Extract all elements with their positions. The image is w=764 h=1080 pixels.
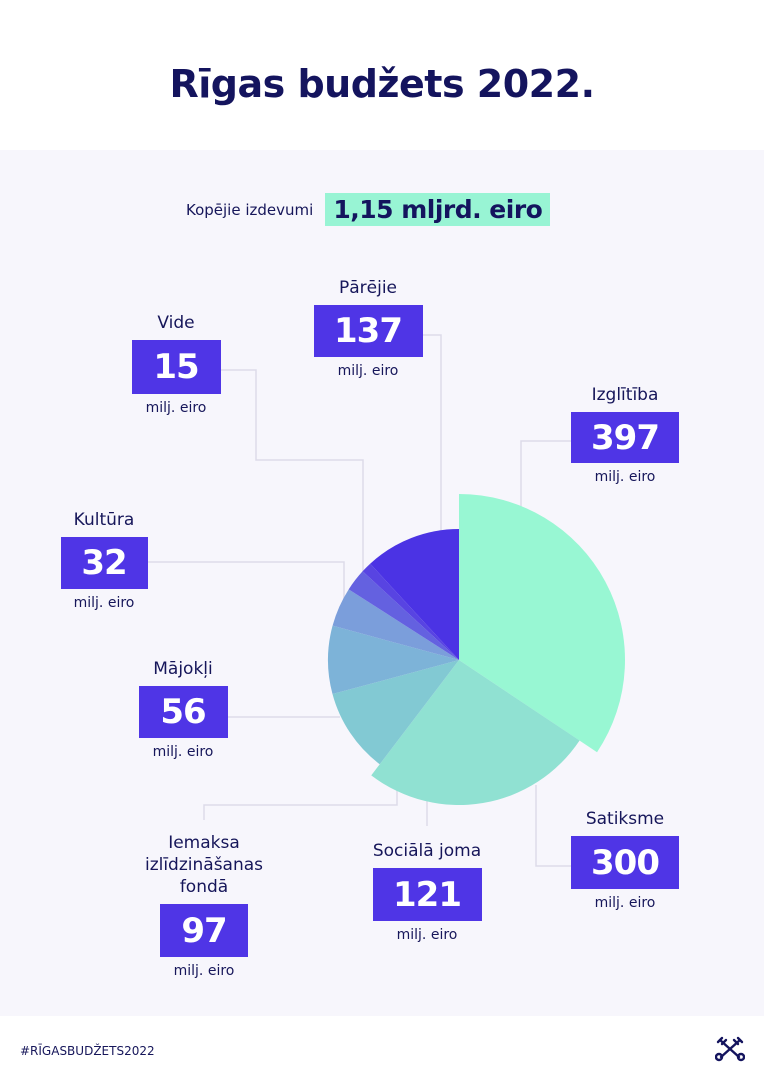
- leader-line-kultura: [147, 561, 345, 622]
- unit-label: milj. eiro: [152, 744, 214, 760]
- category-name: Satiksme: [585, 809, 665, 829]
- hashtag: #RĪGASBUDŽETS2022: [20, 1044, 155, 1058]
- category-satiksme: Satiksme 300 milj. eiro: [555, 808, 695, 911]
- pie-slice-vide: [362, 563, 459, 660]
- pie-slice-izglītība: [459, 494, 625, 753]
- value-box: 397: [571, 412, 679, 463]
- category-name: Sociālā joma: [372, 841, 482, 861]
- value-box: 121: [372, 868, 482, 921]
- category-iemaksa: Iemaksa izlīdzināšanas fondā 97 milj. ei…: [134, 832, 274, 979]
- pie-slice-iemaksa-izlīdzināšanas-fondā: [328, 625, 459, 694]
- leader-line-iemaksa: [203, 786, 398, 820]
- category-sociala-joma: Sociālā joma 121 milj. eiro: [352, 840, 502, 943]
- category-name: Pārējie: [338, 278, 398, 298]
- unit-label: milj. eiro: [173, 963, 235, 979]
- unit-label: milj. eiro: [594, 895, 656, 911]
- unit-label: milj. eiro: [594, 469, 656, 485]
- category-name: Mājokļi: [153, 659, 213, 679]
- category-name: Vide: [157, 313, 195, 333]
- category-name: Kultūra: [73, 510, 135, 530]
- category-kultura: Kultūra 32 milj. eiro: [44, 509, 164, 611]
- pie-slice-pārējie: [370, 529, 459, 660]
- category-vide: Vide 15 milj. eiro: [116, 312, 236, 416]
- unit-label: milj. eiro: [145, 400, 207, 416]
- category-majokli: Mājokļi 56 milj. eiro: [123, 658, 243, 760]
- value-box: 97: [160, 904, 248, 957]
- pie-slice-kultūra: [348, 571, 459, 660]
- unit-label: milj. eiro: [396, 927, 458, 943]
- pie-slice-satiksme: [371, 660, 580, 806]
- category-name: Izglītība: [591, 385, 659, 405]
- riga-crossed-keys-icon: [715, 1036, 745, 1062]
- value-box: 137: [313, 305, 423, 357]
- value-box: 56: [138, 686, 228, 738]
- total-value: 1,15 mljrd. eiro: [325, 193, 551, 226]
- page-title: Rīgas budžets 2022.: [169, 62, 595, 106]
- value-box: 300: [571, 836, 679, 889]
- leader-line-vide: [220, 369, 364, 572]
- leader-line-parejie: [422, 334, 442, 532]
- value-box: 15: [131, 340, 221, 394]
- unit-label: milj. eiro: [337, 363, 399, 379]
- leader-line-satiksme: [535, 785, 571, 867]
- category-izglitiba: Izglītība 397 milj. eiro: [555, 384, 695, 485]
- pie-slice-sociālā-joma: [332, 660, 459, 765]
- value-box: 32: [60, 537, 148, 589]
- pie-slice-mājokļi: [332, 589, 459, 660]
- total-label: Kopējie izdevumi: [186, 200, 314, 219]
- unit-label: milj. eiro: [73, 595, 135, 611]
- category-name: Iemaksa izlīdzināšanas fondā: [144, 833, 264, 897]
- total-expenses: Kopējie izdevumi 1,15 mljrd. eiro: [186, 193, 551, 226]
- category-parejie: Pārējie 137 milj. eiro: [298, 277, 438, 379]
